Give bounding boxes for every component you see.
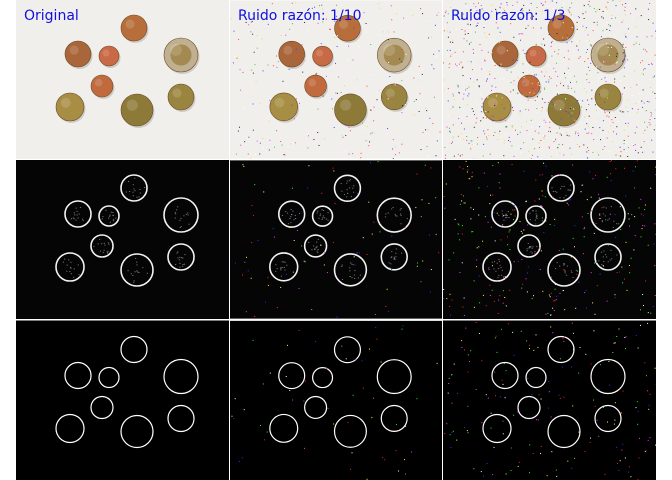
panel-edges-original	[16, 160, 229, 319]
gold-coin-3	[380, 83, 408, 111]
coin-edge-5	[90, 234, 114, 258]
gold-coin-1	[269, 92, 298, 122]
circles-background	[443, 320, 656, 480]
noise-pixels	[443, 160, 656, 316]
coin-edge-3	[525, 205, 547, 227]
detected-circle-7	[547, 414, 581, 449]
panel-noise-1-10: Ruido razón: 1/10	[230, 0, 442, 159]
coin-edge-7	[333, 253, 368, 287]
edge-background	[443, 160, 656, 319]
image-grid: Original Ruido razón: 1/10 Ruido razón: …	[16, 0, 656, 480]
coin-edge-1	[333, 174, 362, 202]
detected-circle-5	[90, 395, 114, 420]
circles-background	[16, 320, 229, 480]
noise-pixels	[230, 2, 441, 159]
coin-edge-8	[594, 243, 622, 271]
panel-original: Original	[16, 0, 229, 159]
copper-coin-2	[278, 40, 305, 68]
detected-circle-6	[482, 413, 512, 444]
detected-circle-5	[517, 395, 541, 420]
coin-edge-7	[120, 253, 154, 287]
gold-coin-3	[594, 83, 622, 111]
coin-edge-5	[303, 234, 328, 258]
panel-circles-original	[16, 320, 229, 480]
coin-edge-6	[55, 252, 85, 282]
detected-circle-6	[55, 413, 85, 444]
coins-photo-noisy	[443, 0, 656, 159]
copper-coin-1	[120, 14, 148, 42]
detected-circle-4	[376, 359, 412, 395]
coin-edge-1	[547, 174, 575, 202]
detected-circle-4	[590, 358, 626, 395]
coins-photo	[16, 0, 229, 159]
detected-circle-8	[380, 404, 408, 432]
detected-circle-6	[269, 413, 299, 443]
gold-coin-2	[120, 93, 154, 127]
coin-edge-5	[517, 234, 541, 258]
gold-coin-3	[167, 83, 195, 111]
detected-circle-8	[594, 404, 622, 433]
edge-background	[16, 160, 229, 319]
detected-circle-3	[98, 366, 120, 389]
panel-circles-noise-1-3	[443, 320, 656, 480]
coin-edge-6	[269, 252, 299, 282]
noise-pixels	[444, 322, 656, 480]
coin-edge-2	[491, 200, 519, 228]
coin-edge-4	[376, 197, 412, 233]
panel-edges-noise-1-3	[443, 160, 656, 319]
noise-pixels	[231, 325, 438, 480]
copper-coin-4	[517, 74, 541, 98]
coin-edge-4	[590, 197, 626, 233]
detected-circle-8	[167, 404, 195, 433]
copper-coin-2	[64, 40, 92, 68]
copper-coin-3	[525, 45, 547, 67]
copper-coin-1	[334, 15, 361, 42]
coin-edge-4	[163, 197, 199, 233]
panel-circles-noise-1-10	[230, 320, 442, 480]
edge-map	[443, 160, 656, 319]
coin-edge-8	[167, 243, 195, 271]
detected-circles	[230, 320, 442, 480]
detected-circle-1	[120, 335, 148, 364]
coin-edge-2	[64, 200, 92, 228]
coin-edge-7	[547, 253, 581, 287]
copper-coin-2	[491, 40, 519, 68]
panel-noise-1-3: Ruido razón: 1/3	[443, 0, 656, 159]
detected-circle-7	[120, 414, 154, 449]
detected-circle-2	[278, 362, 306, 390]
copper-coin-4	[90, 74, 114, 98]
detected-circle-3	[312, 367, 334, 389]
coin-edge-3	[311, 205, 334, 227]
panel-edges-noise-1-10	[230, 160, 442, 319]
copper-coin-3	[312, 45, 333, 67]
copper-coin-4	[304, 74, 327, 98]
circles-background	[230, 320, 442, 480]
detected-circle-2	[491, 361, 519, 390]
detected-circle-1	[333, 336, 361, 364]
detected-circle-5	[304, 395, 328, 420]
coins-photo-noisy	[230, 0, 442, 159]
noise-pixels	[234, 161, 440, 318]
detected-circle-7	[333, 414, 367, 448]
edge-map	[16, 160, 229, 319]
detected-circle-4	[163, 358, 199, 395]
coin-edge-1	[120, 174, 148, 202]
copper-coin-1	[547, 14, 575, 42]
coin-edge-2	[277, 200, 306, 228]
detected-circle-3	[525, 366, 547, 389]
detected-circles	[16, 320, 229, 480]
coin-edge-3	[98, 205, 120, 227]
edge-background	[230, 160, 442, 319]
detected-circle-2	[64, 361, 92, 390]
noise-pixels	[443, 0, 656, 159]
coin-edge-6	[482, 252, 512, 282]
gold-coin-1	[482, 92, 512, 122]
edge-map	[230, 160, 442, 319]
detected-circles	[443, 320, 656, 480]
gold-coin-1	[55, 92, 85, 122]
coin-edge-8	[380, 243, 408, 271]
gold-coin-2	[334, 93, 367, 127]
copper-coin-3	[98, 45, 120, 67]
gold-coin-2	[547, 93, 581, 127]
